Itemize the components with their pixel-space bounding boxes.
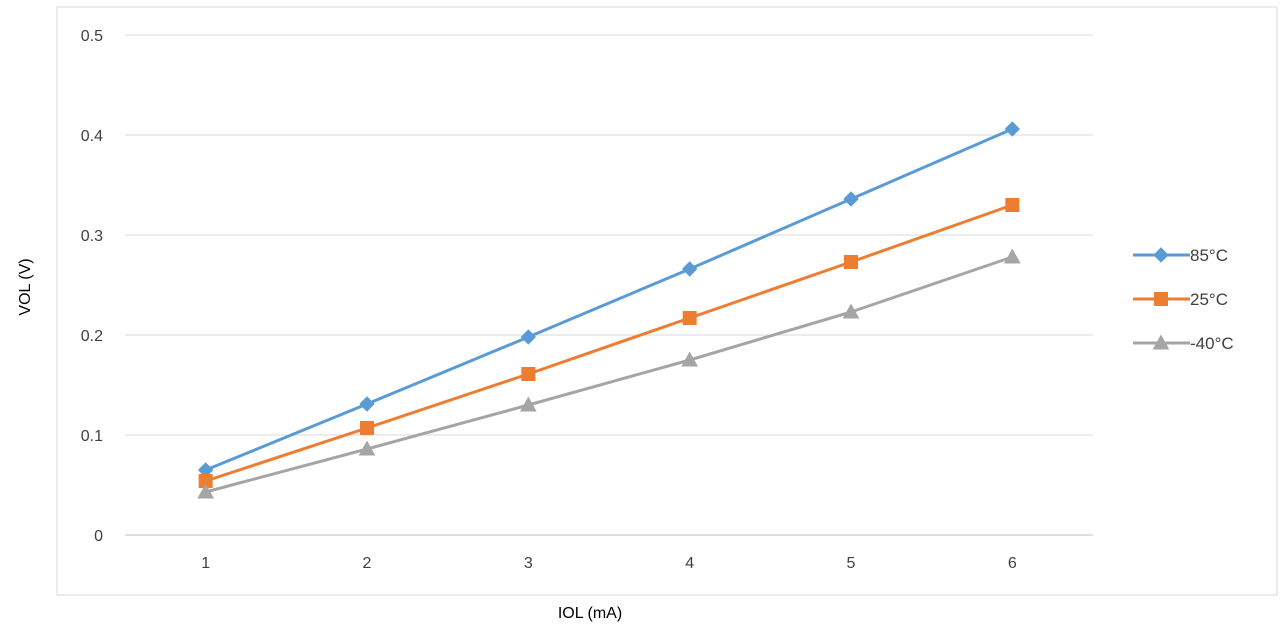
y-axis-title: VOL (V) — [17, 258, 34, 315]
data-point — [844, 255, 858, 269]
legend-label: 25°C — [1190, 290, 1228, 309]
data-point — [1004, 121, 1021, 137]
data-point — [1005, 198, 1020, 212]
y-tick-label: 0.4 — [81, 128, 103, 145]
legend-label: 85°C — [1190, 246, 1228, 265]
series-2 — [198, 198, 1020, 488]
data-point — [358, 440, 376, 456]
legend-marker — [1152, 334, 1170, 350]
data-point — [521, 367, 536, 381]
x-axis-title: IOL (mA) — [558, 605, 622, 622]
x-tick-label: 3 — [524, 555, 533, 572]
series-line — [205, 203, 1013, 483]
y-axis-ticks: 0 0.1 0.2 0.3 0.4 0.5 — [81, 28, 103, 545]
data-point — [843, 191, 859, 207]
y-tick-label: 0.5 — [81, 28, 103, 45]
series-3 — [197, 248, 1021, 499]
chart-area-border — [56, 6, 1278, 596]
series-1 — [197, 121, 1021, 478]
legend-label: -40°C — [1190, 334, 1234, 353]
legend-item: 25°C — [1133, 290, 1228, 309]
data-point — [681, 261, 698, 277]
gridlines — [125, 34, 1093, 536]
data-point — [359, 396, 375, 412]
legend-item: 85°C — [1133, 246, 1228, 265]
x-tick-label: 6 — [1008, 555, 1017, 572]
data-point — [360, 421, 374, 435]
x-tick-label: 4 — [685, 555, 694, 572]
data-point — [681, 351, 699, 367]
x-tick-label: 5 — [847, 555, 856, 572]
series-lines — [197, 121, 1021, 499]
x-tick-label: 1 — [201, 555, 210, 572]
legend: 85°C 25°C -40°C — [1133, 246, 1234, 353]
x-tick-label: 2 — [363, 555, 372, 572]
data-point — [519, 396, 537, 412]
y-tick-label: 0.3 — [81, 228, 103, 245]
series-line — [205, 127, 1013, 472]
y-tick-label: 0 — [94, 528, 103, 545]
data-point — [197, 483, 215, 499]
data-point — [682, 311, 697, 325]
series-line — [205, 255, 1013, 494]
legend-marker — [1154, 292, 1168, 306]
data-point — [1003, 248, 1021, 264]
data-point — [520, 329, 537, 345]
y-tick-label: 0.1 — [81, 428, 103, 445]
legend-item: -40°C — [1133, 334, 1234, 353]
x-axis-ticks: 1 2 3 4 5 6 — [201, 555, 1017, 572]
data-point — [842, 303, 860, 319]
legend-marker — [1153, 247, 1169, 263]
y-tick-label: 0.2 — [81, 328, 103, 345]
